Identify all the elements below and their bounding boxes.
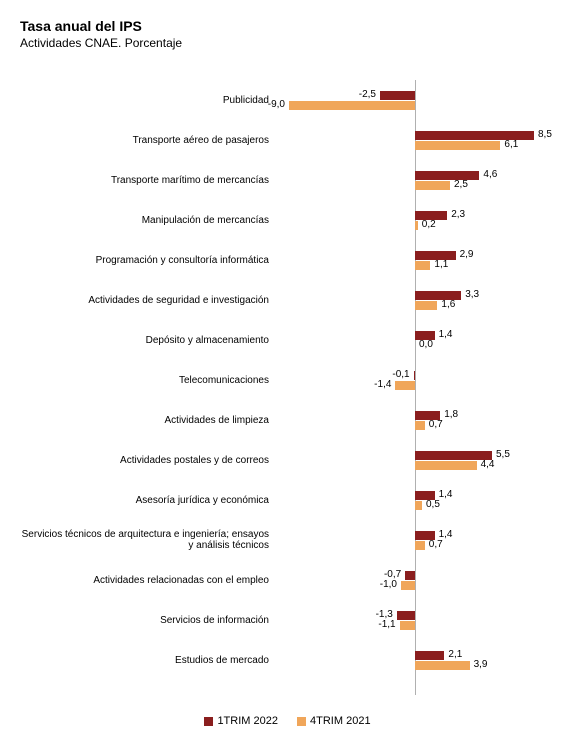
bar-value-label: 8,5 bbox=[538, 130, 552, 140]
category-label: Servicios de información bbox=[20, 615, 269, 626]
bar-value-label: 1,6 bbox=[441, 300, 455, 310]
category-label: Transporte marítimo de mercancías bbox=[20, 175, 269, 186]
legend-swatch-series-2 bbox=[297, 717, 306, 726]
bar-value-label: 4,4 bbox=[481, 460, 495, 470]
category-group: -1,3-1,1 Servicios de información bbox=[20, 600, 555, 640]
bar bbox=[401, 581, 415, 590]
bar-value-label: 1,1 bbox=[434, 260, 448, 270]
legend-label-series-2: 4TRIM 2021 bbox=[310, 715, 371, 727]
legend: 1TRIM 2022 4TRIM 2021 bbox=[0, 715, 575, 727]
chart-container: Tasa anual del IPS Actividades CNAE. Por… bbox=[0, 0, 575, 745]
bar-value-label: 3,9 bbox=[474, 660, 488, 670]
bar-value-label: 2,5 bbox=[454, 180, 468, 190]
bar bbox=[289, 101, 415, 110]
bar-value-label: 0,5 bbox=[426, 500, 440, 510]
bar-value-label: -2,5 bbox=[359, 90, 376, 100]
bar-value-label: 2,1 bbox=[448, 650, 462, 660]
bar-value-label: 3,3 bbox=[465, 290, 479, 300]
bar-value-label: 1,4 bbox=[439, 490, 453, 500]
bar-value-label: 2,3 bbox=[451, 210, 465, 220]
category-group: -2,5 -9,0Publicidad bbox=[20, 80, 555, 120]
bar bbox=[380, 91, 415, 100]
bar-value-label: 1,4 bbox=[439, 530, 453, 540]
bar-value-label: -9,0 bbox=[268, 100, 285, 110]
bar bbox=[415, 261, 430, 270]
bar bbox=[415, 301, 437, 310]
bar-value-label: -1,3 bbox=[376, 610, 393, 620]
chart-subtitle: Actividades CNAE. Porcentaje bbox=[20, 36, 555, 50]
bar bbox=[415, 421, 425, 430]
category-group: -0,1-1,4 Telecomunicaciones bbox=[20, 360, 555, 400]
bar-value-label: 0,7 bbox=[429, 420, 443, 430]
category-label: Estudios de mercado bbox=[20, 655, 269, 666]
bar bbox=[415, 461, 477, 470]
bar bbox=[415, 141, 500, 150]
category-group: 8,5 6,1 Transporte aéreo de pasajeros bbox=[20, 120, 555, 160]
bar bbox=[415, 501, 422, 510]
bar-value-label: -1,0 bbox=[380, 580, 397, 590]
category-label: Telecomunicaciones bbox=[20, 375, 269, 386]
chart-title: Tasa anual del IPS bbox=[20, 18, 555, 34]
category-label: Manipulación de mercancías bbox=[20, 215, 269, 226]
bar-value-label: 5,5 bbox=[496, 450, 510, 460]
bar-value-label: -1,1 bbox=[378, 620, 395, 630]
bar-value-label: 0,2 bbox=[422, 220, 436, 230]
bar bbox=[415, 221, 418, 230]
legend-item-series-2: 4TRIM 2021 bbox=[297, 715, 371, 727]
category-label: Programación y consultoría informática bbox=[20, 255, 269, 266]
category-group: 2,3 0,2 Manipulación de mercancías bbox=[20, 200, 555, 240]
bar-value-label: 4,6 bbox=[483, 170, 497, 180]
bar-value-label: 0,7 bbox=[429, 540, 443, 550]
category-label: Servicios técnicos de arquitectura e ing… bbox=[20, 529, 269, 551]
category-group: 1,80,7 Actividades de limpieza bbox=[20, 400, 555, 440]
bar-value-label: -1,4 bbox=[374, 380, 391, 390]
bar-value-label: 6,1 bbox=[504, 140, 518, 150]
bar bbox=[415, 181, 450, 190]
category-label: Actividades de seguridad e investigación bbox=[20, 295, 269, 306]
bar bbox=[415, 651, 444, 660]
category-group: 3,3 1,6 Actividades de seguridad e investi… bbox=[20, 280, 555, 320]
category-group: 1,4 0,0 Depósito y almacenamiento bbox=[20, 320, 555, 360]
category-label: Actividades de limpieza bbox=[20, 415, 269, 426]
legend-label-series-1: 1TRIM 2022 bbox=[217, 715, 278, 727]
category-label: Publicidad bbox=[20, 95, 269, 106]
bar bbox=[397, 611, 415, 620]
category-group: 4,6 2,5 Transporte marítimo de mercancías bbox=[20, 160, 555, 200]
bar-value-label: 2,9 bbox=[460, 250, 474, 260]
category-group: 5,54,4 Actividades postales y de correos bbox=[20, 440, 555, 480]
bar-value-label: -0,1 bbox=[392, 370, 409, 380]
category-group: 2,1 3,9 Estudios de mercado bbox=[20, 640, 555, 680]
category-group: -0,7-1,0 Actividades relacionadas con el … bbox=[20, 560, 555, 600]
bar bbox=[400, 621, 415, 630]
bar bbox=[415, 171, 479, 180]
category-label: Actividades postales y de correos bbox=[20, 455, 269, 466]
category-label: Depósito y almacenamiento bbox=[20, 335, 269, 346]
chart-plot-area: -2,5 -9,0Publicidad 8,5 6,1 Transporte aéreo… bbox=[20, 80, 555, 695]
bar bbox=[414, 371, 415, 380]
bar bbox=[405, 571, 415, 580]
bar bbox=[395, 381, 415, 390]
bar-value-label: 1,4 bbox=[439, 330, 453, 340]
legend-swatch-series-1 bbox=[204, 717, 213, 726]
legend-item-series-1: 1TRIM 2022 bbox=[204, 715, 278, 727]
bar bbox=[415, 541, 425, 550]
category-group: 1,40,5 Asesoría jurídica y económica bbox=[20, 480, 555, 520]
bar bbox=[415, 661, 470, 670]
category-label: Asesoría jurídica y económica bbox=[20, 495, 269, 506]
category-label: Actividades relacionadas con el empleo bbox=[20, 575, 269, 586]
bar-value-label: 1,8 bbox=[444, 410, 458, 420]
category-label: Transporte aéreo de pasajeros bbox=[20, 135, 269, 146]
category-group: 2,9 1,1 Programación y consultoría informá… bbox=[20, 240, 555, 280]
bar-value-label: -0,7 bbox=[384, 570, 401, 580]
bar-value-label: 0,0 bbox=[419, 340, 433, 350]
category-group: 1,40,7 Servicios técnicos de arquitectura… bbox=[20, 520, 555, 560]
